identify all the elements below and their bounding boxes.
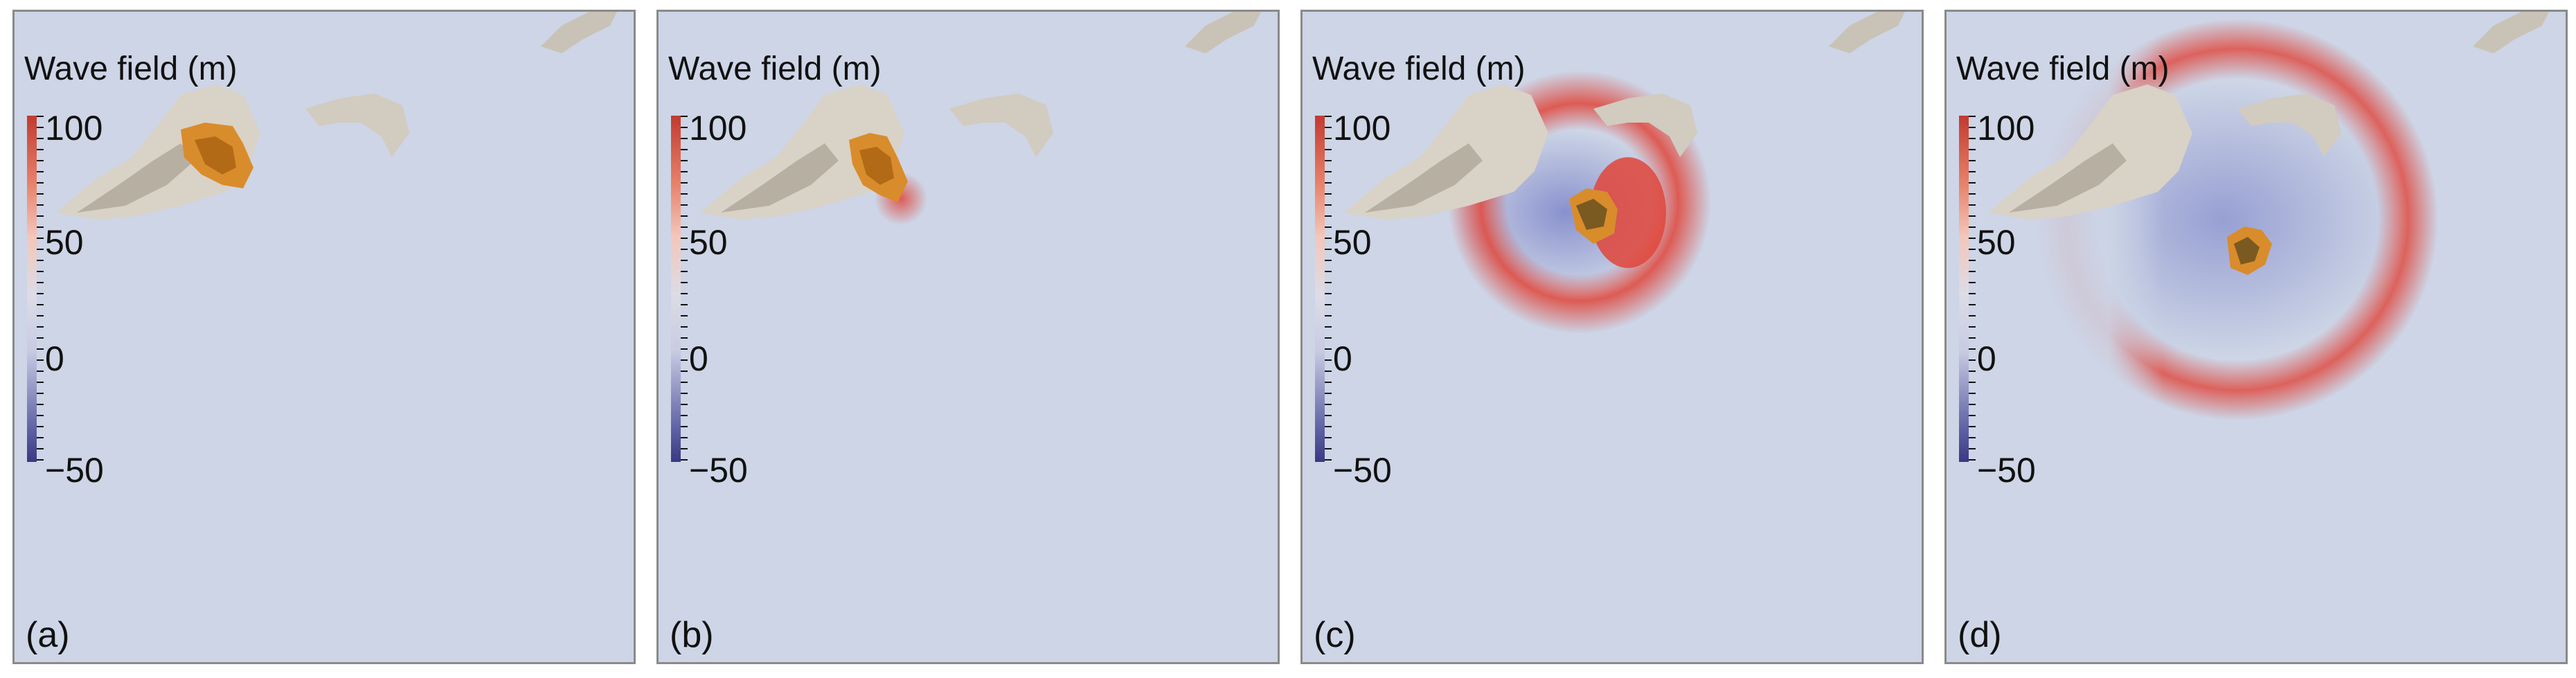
- landslide-shade: [195, 136, 236, 175]
- panel-b: Wave field (m) 100 50 0 −50 (b): [656, 10, 1280, 664]
- wave-field-image-a: [56, 12, 617, 220]
- colorbar-ticks: [1969, 116, 1976, 462]
- landslide-shade: [859, 147, 894, 185]
- colorbar-ticks: [1325, 116, 1332, 462]
- colorbar-tick-0: 0: [1977, 339, 1996, 378]
- panel-d: Wave field (m) 100 50 0 −50 (d): [1944, 10, 2568, 664]
- colorbar: [27, 116, 37, 462]
- colorbar-tick-0: 0: [45, 339, 64, 378]
- panel-c: Wave field (m) 100 50 0 −50 (c): [1300, 10, 1924, 664]
- island-ridge: [77, 143, 195, 213]
- colorbar-tick-0: 0: [1333, 339, 1352, 378]
- colorbar-tick-50: 50: [45, 223, 84, 262]
- island-main: [56, 84, 260, 220]
- colorbar-tick-50: 50: [1333, 223, 1372, 262]
- colorbar-tick-50: 50: [689, 223, 728, 262]
- colorbar-title: Wave field (m): [1312, 51, 1526, 87]
- colorbar-tick-100: 100: [45, 109, 103, 148]
- colorbar: [1959, 116, 1969, 462]
- island-east: [1593, 93, 1697, 157]
- island-ridge: [721, 143, 839, 213]
- island-northeast: [1829, 12, 1905, 53]
- colorbar-tick-50: 50: [1977, 223, 2016, 262]
- island-east: [949, 93, 1053, 157]
- island-main: [700, 84, 904, 220]
- colorbar: [671, 116, 681, 462]
- island-east: [305, 93, 409, 157]
- colorbar-tick-100: 100: [1333, 109, 1391, 148]
- panel-label: (d): [1958, 615, 2002, 655]
- wave-field-image-b: [700, 12, 1261, 225]
- panel-a: Wave field (m) 100 50 0 −50 (a): [12, 10, 636, 664]
- colorbar-title: Wave field (m): [24, 51, 238, 87]
- colorbar-title: Wave field (m): [668, 51, 882, 87]
- colorbar-tick-minus50: −50: [45, 451, 104, 490]
- colorbar-tick-minus50: −50: [1333, 451, 1392, 490]
- wave-crest: [1590, 157, 1666, 268]
- colorbar-tick-100: 100: [689, 109, 747, 148]
- panel-label: (b): [670, 615, 714, 655]
- island-ridge: [1365, 143, 1483, 213]
- landslide-shade: [2234, 237, 2260, 265]
- panel-label: (a): [26, 615, 70, 655]
- island-northeast: [1185, 12, 1261, 53]
- island-northeast: [541, 12, 617, 53]
- panel-label: (c): [1314, 615, 1356, 655]
- island-east: [2237, 93, 2341, 157]
- island-main: [1344, 84, 1548, 220]
- colorbar-title: Wave field (m): [1956, 51, 2170, 87]
- colorbar: [1315, 116, 1325, 462]
- colorbar-tick-minus50: −50: [1977, 451, 2036, 490]
- colorbar-tick-100: 100: [1977, 109, 2035, 148]
- colorbar-ticks: [37, 116, 44, 462]
- wave-field-image-c: [1344, 12, 1905, 334]
- colorbar-tick-minus50: −50: [689, 451, 748, 490]
- colorbar-ticks: [681, 116, 688, 462]
- island-main: [1988, 84, 2192, 220]
- island-northeast: [2473, 12, 2549, 53]
- wave-field-image-d: [1947, 12, 2549, 662]
- landslide-shade: [1576, 199, 1607, 230]
- island-ridge: [2009, 143, 2127, 213]
- colorbar-tick-0: 0: [689, 339, 708, 378]
